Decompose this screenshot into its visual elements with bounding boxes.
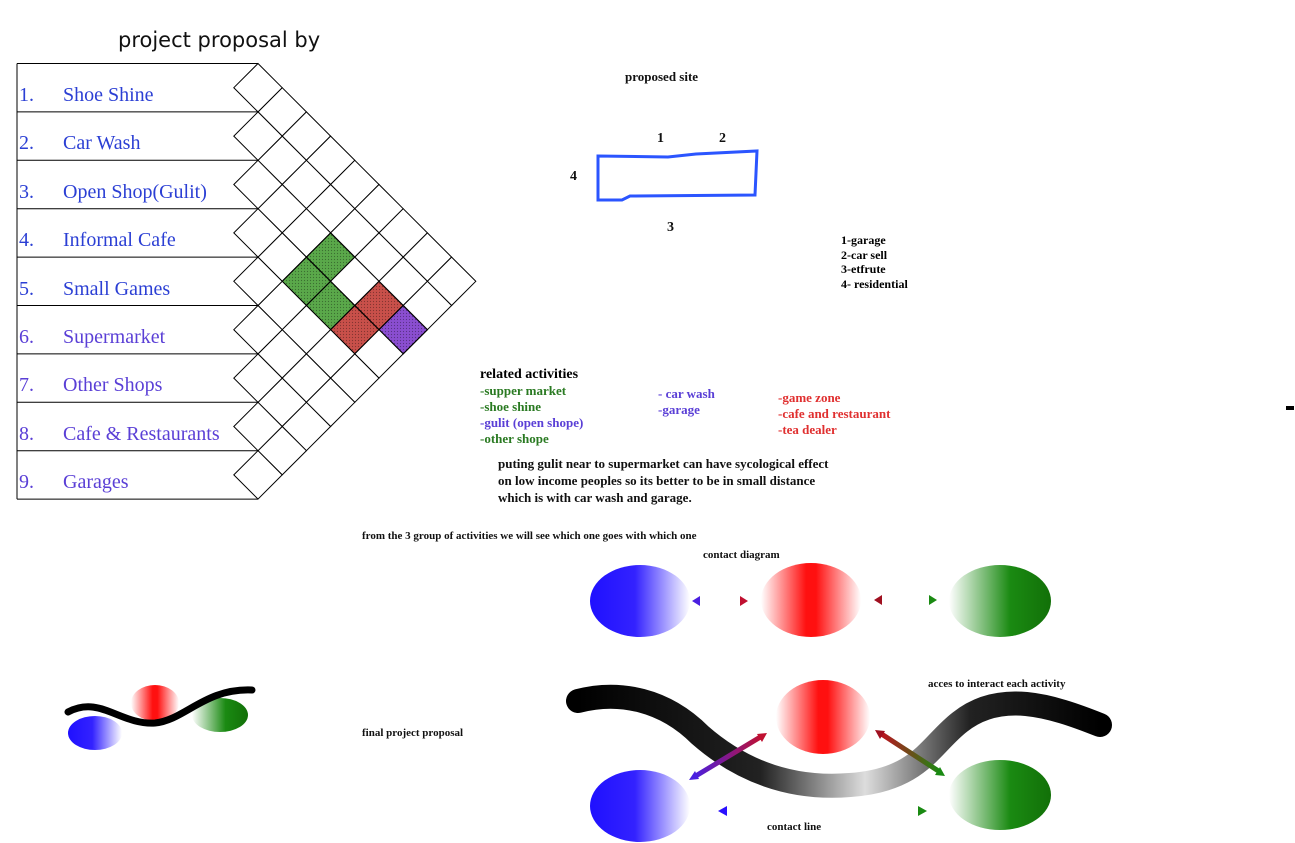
activity-row: 3. Open Shop(Gulit) — [19, 181, 207, 204]
access-label: acces to interact each activity — [928, 678, 1066, 690]
contact-diagram — [590, 563, 1051, 637]
site-label-3: 3 — [667, 220, 674, 235]
related-blue-item: - car wash — [658, 386, 715, 401]
related-green-item: -gulit (open shope) — [480, 415, 584, 430]
related-red-item: -tea dealer — [778, 422, 837, 437]
activity-row: 7. Other Shops — [19, 374, 162, 397]
activity-number: 2. — [19, 132, 34, 155]
activity-label: Small Games — [63, 277, 171, 300]
activity-label: Cafe & Restaurants — [63, 422, 220, 445]
site-legend-item: 3-etfrute — [841, 262, 886, 276]
site-legend: 1-garage 2-car sell 3-etfrute 4- residen… — [841, 233, 908, 291]
activity-row: 8. Cafe & Restaurants — [19, 423, 220, 446]
site-title: proposed site — [625, 69, 699, 84]
related-title: related activities — [480, 367, 579, 382]
related-green-item: -supper market — [480, 383, 567, 398]
arrow-red-green — [874, 595, 937, 605]
site-legend-item: 1-garage — [841, 233, 886, 247]
matrix-edge-cell — [233, 449, 283, 500]
arrow-blue-red — [692, 596, 748, 606]
activity-number: 1. — [19, 84, 34, 106]
groups-caption: from the 3 group of activities we will s… — [362, 530, 697, 542]
activity-number: 3. — [19, 180, 34, 203]
relationship-matrix — [16, 62, 477, 500]
related-blue-item: -garage — [658, 402, 700, 417]
activity-number: 8. — [19, 422, 34, 445]
activity-row: 2. Car Wash — [19, 132, 140, 155]
activity-row: 4. Informal Cafe — [19, 229, 176, 252]
arrow-blue-red-diag — [689, 733, 767, 780]
activity-row: 6. Supermarket — [19, 326, 165, 349]
activity-label: Informal Cafe — [63, 229, 176, 252]
site-outline — [596, 149, 759, 202]
edge-mark — [1286, 406, 1294, 410]
related-green-item: -other shope — [480, 431, 549, 446]
page-title: project proposal by — [118, 28, 321, 52]
activity-row: 5. Small Games — [19, 278, 170, 301]
activity-row: 9. Garages — [19, 471, 129, 494]
activity-number: 6. — [19, 326, 34, 348]
activity-number: 7. — [19, 374, 34, 397]
site-label-1: 1 — [657, 131, 664, 146]
contact-line-label: contact line — [767, 821, 822, 833]
contact-diagram-title: contact diagram — [703, 549, 780, 561]
related-note-line: which is with car wash and garage. — [498, 490, 692, 505]
site-label-2: 2 — [719, 131, 726, 146]
final-proposal-diagram — [566, 680, 1112, 842]
related-red-item: -game zone — [778, 390, 841, 405]
related-red-item: -cafe and restaurant — [778, 406, 891, 421]
related-red-group: -game zone -cafe and restaurant -tea dea… — [778, 390, 890, 438]
related-note: puting gulit near to supermarket can hav… — [498, 455, 829, 506]
activity-row: 1. Shoe Shine — [19, 84, 154, 107]
site-label-4: 4 — [570, 169, 577, 184]
activity-number: 5. — [19, 277, 34, 300]
arrow-red-green-diag — [875, 730, 945, 776]
activity-label: Car Wash — [63, 132, 141, 155]
related-green-item: -shoe shine — [480, 399, 542, 414]
related-activities: related activities -supper market -shoe … — [480, 367, 583, 447]
final-proposal-thumbnail — [64, 685, 256, 750]
activity-number: 4. — [19, 229, 34, 252]
activity-label: Shoe Shine — [63, 84, 154, 106]
activity-number: 9. — [19, 471, 34, 494]
activity-label: Other Shops — [63, 374, 163, 397]
final-proposal-label: final project proposal — [362, 727, 464, 739]
site-legend-item: 4- residential — [841, 276, 908, 291]
site-legend-item: 2-car sell — [841, 247, 888, 262]
arrow-blue-green — [718, 806, 927, 816]
activity-label: Open Shop(Gulit) — [63, 180, 207, 203]
related-note-line: puting gulit near to supermarket can hav… — [498, 456, 829, 471]
activity-label: Supermarket — [63, 326, 166, 348]
activity-label: Garages — [63, 471, 129, 494]
related-note-line: on low income peoples so its better to b… — [498, 473, 816, 488]
related-blue-group: - car wash -garage — [658, 386, 715, 418]
